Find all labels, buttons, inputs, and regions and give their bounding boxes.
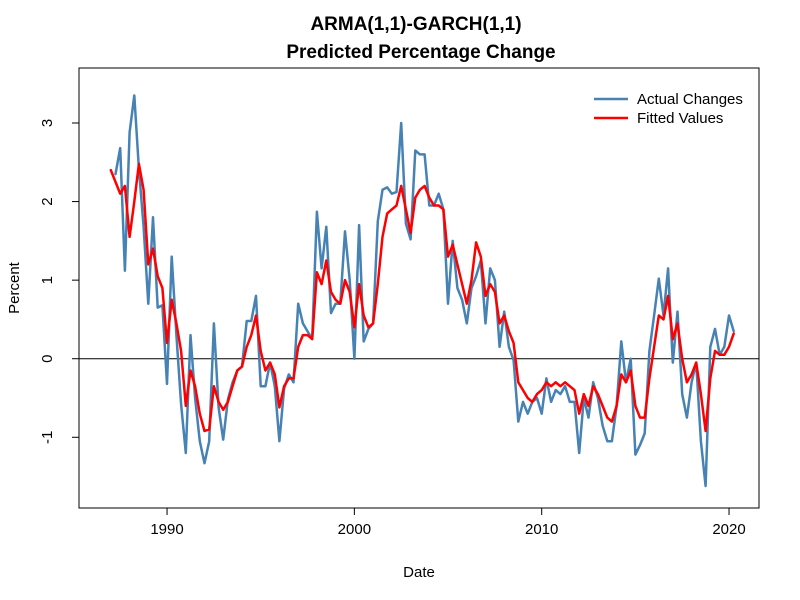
x-axis-label: Date xyxy=(403,564,435,581)
y-axis-label: Percent xyxy=(6,261,23,314)
legend-label-actual: Actual Changes xyxy=(637,91,743,108)
x-tick-label: 2010 xyxy=(525,521,558,538)
axes: 1990 2000 2010 2020 -1 0 1 2 3 xyxy=(39,119,746,538)
legend-label-fitted: Fitted Values xyxy=(637,110,723,127)
y-tick-label: 0 xyxy=(39,355,56,363)
x-tick-label: 2020 xyxy=(712,521,745,538)
series-line-actual-changes xyxy=(114,94,735,488)
y-tick-label: 3 xyxy=(39,119,56,127)
x-tick-label: 2000 xyxy=(338,521,371,538)
y-tick-label: -1 xyxy=(39,431,56,444)
legend: Actual Changes Fitted Values xyxy=(594,91,743,127)
x-tick-label: 1990 xyxy=(150,521,183,538)
series-line-fitted-values xyxy=(109,162,735,433)
chart-subtitle: Predicted Percentage Change xyxy=(286,42,555,63)
y-tick-label: 1 xyxy=(39,276,56,284)
plot-frame xyxy=(78,67,760,509)
series-layer xyxy=(109,94,735,488)
y-tick-label: 2 xyxy=(39,197,56,205)
chart-title: ARMA(1,1)-GARCH(1,1) xyxy=(310,14,521,35)
